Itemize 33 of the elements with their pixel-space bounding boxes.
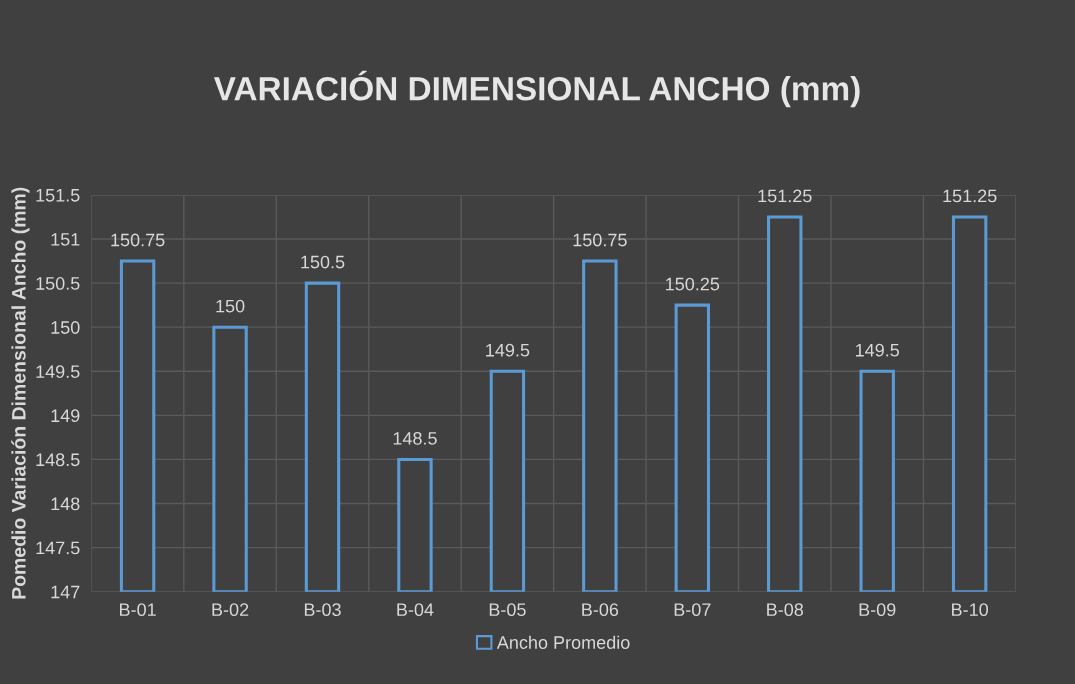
data-label: 149.5 bbox=[855, 343, 900, 357]
y-tick-label: 148.5 bbox=[36, 453, 80, 467]
y-tick-label: 150 bbox=[51, 321, 80, 334]
x-tick-label: B-02 bbox=[212, 603, 249, 617]
data-label: 151.25 bbox=[758, 189, 812, 203]
y-tick-label: 151.5 bbox=[36, 189, 80, 202]
data-label: 151.25 bbox=[943, 189, 997, 203]
x-tick-label: B-08 bbox=[767, 603, 804, 617]
legend-label: Ancho Promedio bbox=[496, 635, 630, 649]
chart-title: VARIACIÓN DIMENSIONAL ANCHO (mm) bbox=[213, 70, 860, 108]
data-label: 150.5 bbox=[301, 255, 345, 269]
y-tick-label: 147 bbox=[51, 585, 80, 599]
data-label: 150.75 bbox=[573, 233, 627, 247]
x-tick-label: B-03 bbox=[304, 603, 341, 617]
y-tick-label: 148 bbox=[51, 497, 80, 511]
data-label: 150 bbox=[216, 299, 245, 313]
y-tick-label: 149 bbox=[51, 409, 80, 423]
y-tick-label: 151 bbox=[51, 233, 80, 246]
x-tick-label: B-10 bbox=[952, 603, 989, 617]
data-label: 150.25 bbox=[666, 277, 720, 291]
x-tick-label: B-01 bbox=[120, 603, 156, 617]
x-tick-label: B-09 bbox=[859, 603, 896, 617]
data-label: 149.5 bbox=[486, 343, 530, 357]
data-label: 150.75 bbox=[111, 233, 165, 247]
y-axis-title: Pomedio Variación Dimensional Ancho (mm) bbox=[11, 187, 30, 599]
x-tick-label: B-06 bbox=[582, 603, 619, 617]
x-tick-label: B-07 bbox=[674, 603, 711, 617]
data-label: 148.5 bbox=[393, 431, 437, 445]
y-tick-label: 149.5 bbox=[36, 365, 80, 378]
x-tick-label: B-05 bbox=[489, 603, 526, 617]
y-tick-label: 150.5 bbox=[36, 277, 80, 290]
x-tick-label: B-04 bbox=[397, 603, 434, 617]
y-tick-label: 147.5 bbox=[36, 541, 80, 555]
